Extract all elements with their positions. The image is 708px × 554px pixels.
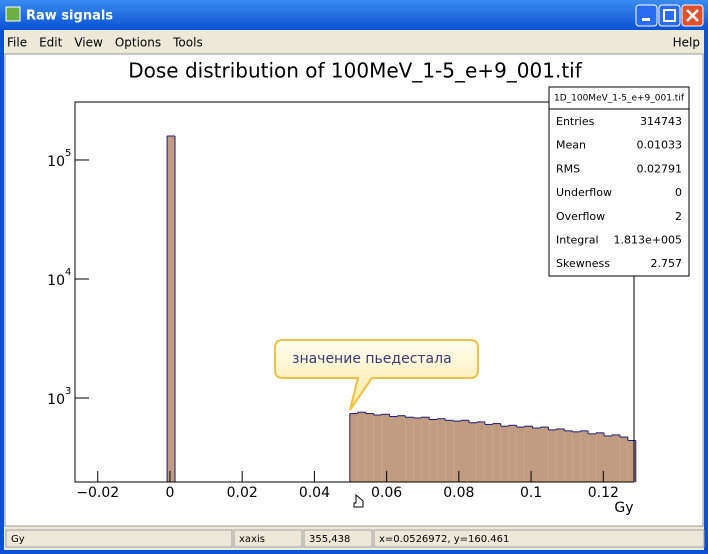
stats-value: 2: [675, 210, 682, 223]
x-tick-label: −0.02: [76, 485, 119, 501]
bar: [461, 420, 469, 482]
bar: [468, 422, 477, 482]
bar: [445, 420, 454, 482]
bar: [532, 427, 541, 482]
bar: [349, 413, 358, 482]
status-cell: [233, 529, 303, 548]
annotation-text: значение пьедестала: [292, 351, 452, 367]
y-tick-exponent: 4: [65, 267, 71, 278]
bar: [627, 440, 636, 482]
minimize-button[interactable]: [635, 4, 658, 27]
bar: [421, 417, 430, 482]
bar: [580, 430, 589, 482]
x-tick-label: 0.02: [227, 485, 258, 501]
status-cell: [303, 529, 373, 548]
bar: [556, 428, 565, 482]
stats-label: Underflow: [556, 186, 612, 199]
maximize-icon: [663, 9, 676, 22]
bar: [484, 424, 493, 482]
bar: [373, 415, 382, 482]
bar: [611, 434, 620, 482]
stats-title: 1D_100MeV_1-5_e+9_001.tif: [554, 94, 685, 104]
bar: [588, 433, 597, 482]
bar: [476, 421, 485, 482]
bar: [429, 419, 438, 482]
bar: [572, 431, 581, 482]
title-bar: [0, 0, 708, 30]
window-title: Raw signals: [26, 9, 113, 24]
stats-value: 314743: [640, 115, 682, 128]
app-icon: [5, 6, 21, 22]
bar: [524, 426, 533, 482]
bar: [405, 417, 414, 482]
callout: [274, 339, 479, 411]
bar: [167, 136, 176, 483]
x-axis-label: Gy: [614, 500, 633, 516]
y-tick-label: 10: [47, 273, 65, 289]
bar: [381, 414, 390, 482]
x-tick-label: 0.04: [299, 485, 330, 501]
bar: [389, 416, 398, 482]
chart-title: Dose distribution of 100MeV_1-5_e+9_001.…: [128, 59, 582, 83]
status-text: 355,438: [309, 534, 350, 545]
bar: [596, 432, 605, 482]
stats-value: 0.02791: [637, 162, 683, 175]
x-tick-label: 0: [166, 485, 175, 501]
bar: [604, 435, 612, 482]
status-cell: [5, 529, 233, 548]
bar: [500, 426, 509, 482]
maximize-button[interactable]: [658, 4, 681, 27]
annotation: значение пьедестала: [274, 339, 479, 411]
bar: [357, 412, 366, 482]
cursor: [353, 493, 364, 508]
bar: [564, 430, 573, 482]
menu-item[interactable]: Options: [115, 36, 161, 50]
stats-value: 0: [675, 186, 682, 199]
bar: [453, 421, 462, 482]
stats-box: [548, 86, 690, 277]
bar: [437, 418, 446, 482]
menu-item[interactable]: File: [7, 36, 27, 50]
bar: [508, 425, 517, 482]
menu-item[interactable]: Edit: [39, 36, 63, 50]
bar: [548, 429, 557, 482]
status-cell: [373, 529, 705, 548]
menu-item[interactable]: Tools: [172, 36, 203, 50]
bar: [516, 427, 525, 482]
status-text: xaxis: [239, 534, 265, 545]
menu-help[interactable]: Help: [673, 36, 700, 50]
minimize-icon: [642, 18, 650, 21]
x-tick-label: 0.12: [588, 485, 619, 501]
stats-label: Entries: [556, 115, 595, 128]
bar: [619, 437, 628, 482]
stats-label: RMS: [556, 162, 580, 175]
status-text: x=0.0526972, y=160.461: [379, 534, 509, 545]
stats-value: 1.813e+005: [614, 234, 682, 247]
bar: [492, 423, 501, 482]
status-text: Gy: [11, 534, 25, 545]
x-tick-label: 0.08: [443, 485, 474, 501]
bar: [365, 413, 374, 482]
stats-label: Integral: [556, 234, 599, 247]
bar: [413, 417, 422, 482]
y-tick-label: 10: [47, 154, 65, 170]
stats-value: 2.757: [651, 257, 683, 270]
plot-frame: [74, 101, 635, 483]
bar: [397, 415, 406, 482]
y-tick-exponent: 5: [65, 148, 71, 159]
y-tick-exponent: 3: [65, 386, 71, 397]
close-icon: [686, 9, 699, 22]
stats-label: Overflow: [556, 210, 605, 223]
stats-label: Mean: [556, 139, 586, 152]
stats-label: Skewness: [556, 257, 610, 270]
x-tick-label: 0.1: [520, 485, 542, 501]
y-tick-label: 10: [47, 392, 65, 408]
bar: [540, 427, 549, 482]
x-tick-label: 0.06: [371, 485, 402, 501]
stats-value: 0.01033: [637, 139, 683, 152]
menu-item[interactable]: View: [74, 36, 103, 50]
